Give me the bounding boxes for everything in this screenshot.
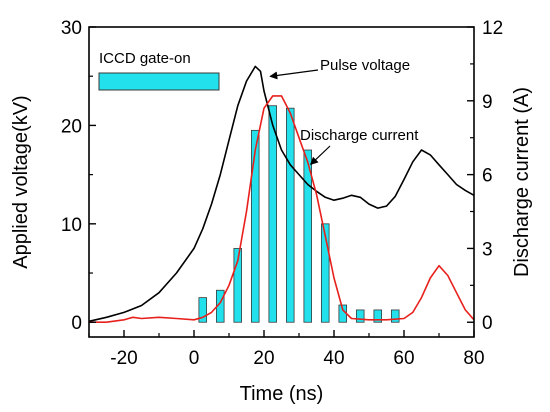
legend-label: ICCD gate-on <box>99 50 191 67</box>
annotations: Pulse voltage Discharge current <box>269 57 419 166</box>
gate-bar <box>355 309 365 323</box>
gate-bar <box>320 223 330 323</box>
x-axis-title: Time (ns) <box>240 383 324 405</box>
plot-frame <box>88 26 475 338</box>
x-tick-label: 0 <box>189 348 200 369</box>
ticks: -20 0 20 40 60 80 0 10 20 30 0 3 6 9 12 <box>61 18 503 369</box>
gate-bar <box>373 309 382 323</box>
series-lines <box>88 65 475 324</box>
discharge-current-annotation: Discharge current <box>300 127 419 144</box>
x-tick-label: -20 <box>110 348 137 369</box>
left-y-tick-label: 20 <box>61 116 82 137</box>
right-y-tick-label: 12 <box>482 18 503 39</box>
gate-bar <box>268 105 277 323</box>
gate-bar <box>303 149 312 323</box>
pulse-voltage-annotation: Pulse voltage <box>320 57 410 74</box>
left-y-tick-label: 30 <box>61 18 82 39</box>
pulse-voltage-line <box>88 65 475 323</box>
gate-bar <box>198 297 207 323</box>
discharge-current-line <box>89 95 475 324</box>
legend-swatch <box>98 72 220 91</box>
axes <box>88 26 475 338</box>
discharge-current-arrow <box>310 145 331 166</box>
x-tick-label: 20 <box>253 348 274 369</box>
gate-bar <box>390 309 400 323</box>
x-tick-label: 40 <box>323 348 344 369</box>
left-y-axis-title: Applied voltage(kV) <box>10 95 32 268</box>
right-y-axis-title: Discharge current (A) <box>511 87 533 277</box>
right-y-tick-label: 0 <box>482 313 493 334</box>
x-tick-label: 60 <box>393 348 414 369</box>
gate-bar <box>233 248 242 323</box>
gate-bar <box>250 129 260 323</box>
right-y-tick-label: 3 <box>482 239 493 260</box>
legend: ICCD gate-on <box>98 50 220 91</box>
left-y-tick-label: 10 <box>61 215 82 236</box>
x-tick-label: 80 <box>463 348 484 369</box>
left-y-tick-label: 0 <box>71 313 82 334</box>
right-y-tick-label: 9 <box>482 92 493 113</box>
right-y-tick-label: 6 <box>482 166 493 187</box>
pulse-voltage-arrow <box>269 69 319 80</box>
gate-bar <box>285 107 295 323</box>
gate-bars <box>198 105 400 323</box>
